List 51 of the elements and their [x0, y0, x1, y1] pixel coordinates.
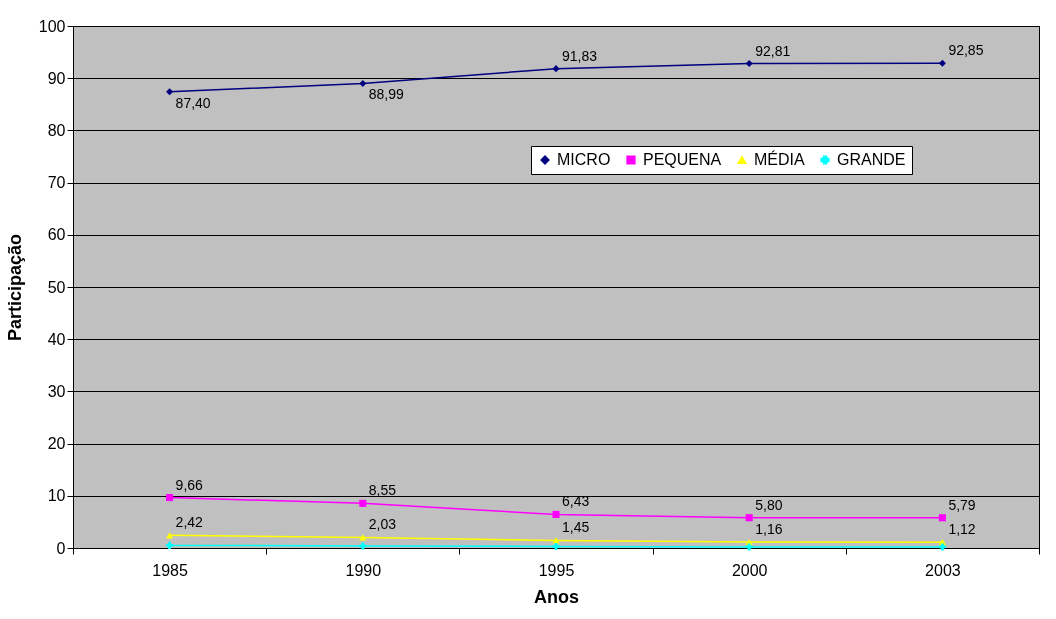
point — [938, 543, 946, 551]
data-label: 8,55 — [368, 482, 397, 499]
y-tick-label: 40 — [47, 330, 66, 348]
x-tick-label: 1995 — [538, 561, 575, 579]
data-label: 1,45 — [562, 519, 590, 536]
data-label: 92,85 — [948, 42, 984, 59]
data-label: 92,81 — [755, 42, 791, 59]
x-tick-label: 1985 — [152, 561, 188, 579]
data-label: 1,16 — [755, 520, 783, 537]
point — [552, 65, 560, 73]
data-label: 2,03 — [368, 516, 397, 533]
data-label: 87,40 — [175, 94, 211, 111]
point — [359, 79, 367, 88]
data-label: 1,12 — [948, 521, 976, 538]
point — [938, 514, 946, 522]
y-tick-label: 10 — [47, 487, 66, 505]
data-label: 88,99 — [368, 86, 405, 103]
point — [745, 60, 753, 68]
y-axis-title: Participação — [4, 233, 25, 342]
legend-label: PEQUENA — [643, 151, 722, 168]
y-tick-label: 30 — [47, 382, 66, 400]
legend-label: GRANDE — [837, 151, 906, 168]
y-tick-label: 60 — [47, 226, 66, 244]
data-label: 9,66 — [175, 476, 204, 493]
y-tick-label: 90 — [47, 69, 66, 87]
point — [552, 542, 560, 550]
point — [359, 499, 367, 507]
y-tick-label: 80 — [47, 121, 66, 139]
y-tick-label: 50 — [47, 278, 66, 296]
data-label: 91,83 — [562, 47, 598, 64]
point — [166, 88, 174, 96]
y-tick-label: 100 — [38, 17, 66, 35]
point — [359, 542, 367, 550]
legend-label: MÉDIA — [754, 150, 805, 168]
point — [166, 494, 174, 502]
legend-label: MICRO — [557, 151, 611, 168]
point — [166, 541, 174, 549]
data-label: 5,79 — [948, 496, 976, 513]
x-tick-label: 2000 — [731, 561, 768, 579]
data-label: 5,80 — [755, 496, 783, 513]
x-tick-label: 2003 — [925, 561, 961, 579]
point — [552, 510, 560, 518]
point — [745, 543, 753, 551]
y-tick-label: 20 — [47, 435, 66, 453]
x-axis-title: Anos — [534, 586, 579, 607]
point — [938, 59, 946, 67]
y-tick-label: 70 — [47, 174, 66, 192]
data-label: 2,42 — [175, 514, 204, 531]
x-tick-label: 1990 — [345, 561, 382, 579]
point — [745, 514, 753, 522]
y-tick-label: 0 — [56, 539, 66, 557]
